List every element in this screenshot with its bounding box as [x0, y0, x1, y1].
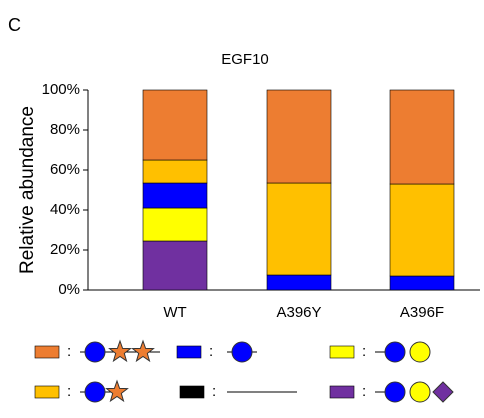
bar-segment [266, 89, 332, 184]
panel-label: C [8, 15, 21, 35]
bar-segment [142, 207, 208, 242]
chart-title: EGF10 [221, 51, 269, 68]
x-tick-label: A396F [400, 304, 444, 321]
bar-segment [389, 275, 455, 291]
legend-separator: : [209, 343, 213, 360]
y-tick-label: 40% [50, 201, 80, 218]
bar-segment [266, 274, 332, 291]
legend-swatch [179, 385, 205, 399]
y-tick-label: 20% [50, 241, 80, 258]
x-tick-label: WT [163, 304, 186, 321]
glycan-diamond [432, 381, 454, 403]
glycan-circle [384, 341, 406, 363]
bar-segment [142, 240, 208, 291]
y-tick-label: 0% [58, 281, 80, 298]
glycan-circle [84, 341, 106, 363]
bar-segment [142, 89, 208, 161]
glycan-circle [409, 381, 431, 403]
bar-segment [266, 182, 332, 276]
legend-separator: : [362, 383, 366, 400]
y-tick-label: 60% [50, 161, 80, 178]
x-tick-label: A396Y [276, 304, 321, 321]
glycan-star [105, 379, 129, 403]
bar-segment [389, 183, 455, 277]
glycan-circle [231, 341, 253, 363]
glycan-star [108, 339, 132, 363]
legend-swatch [329, 345, 355, 359]
y-tick-label: 80% [50, 121, 80, 138]
legend-swatch [329, 385, 355, 399]
bar-segment [142, 159, 208, 184]
legend-separator: : [362, 343, 366, 360]
legend-swatch [34, 345, 60, 359]
legend-separator: : [67, 383, 71, 400]
glycan-circle [384, 381, 406, 403]
y-tick-label: 100% [42, 81, 80, 98]
glycan-circle [409, 341, 431, 363]
glycan-star [131, 339, 155, 363]
legend-swatch [34, 385, 60, 399]
y-axis-label: Relative abundance [17, 106, 38, 274]
legend-swatch [176, 345, 202, 359]
legend-separator: : [67, 343, 71, 360]
glycan-circle [84, 381, 106, 403]
legend-separator: : [212, 383, 216, 400]
bar-segment [142, 182, 208, 209]
bar-segment [389, 89, 455, 185]
